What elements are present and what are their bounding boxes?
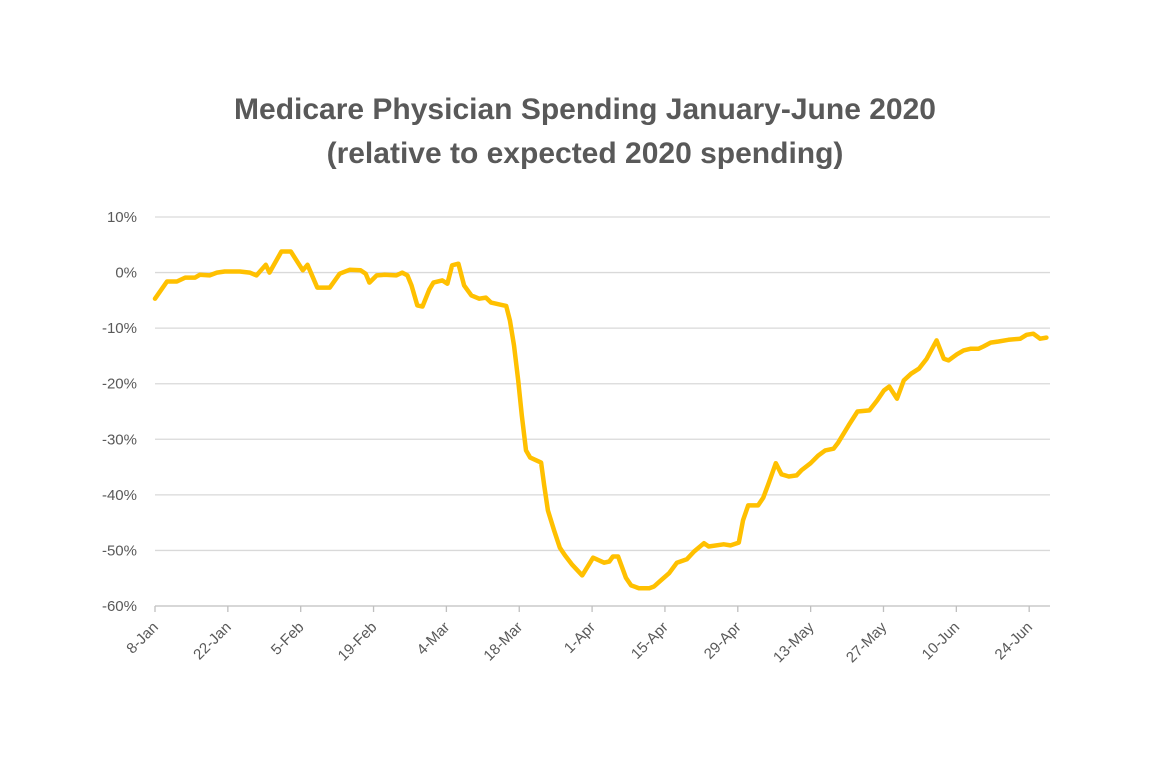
x-tick-label: 4-Mar [414,619,454,659]
y-tick-label: 10% [107,209,137,226]
chart-subtitle: (relative to expected 2020 spending) [326,137,844,170]
y-tick-label: -30% [102,431,137,448]
gridlines [155,216,1050,607]
x-tick-label: 5-Feb [268,619,308,659]
y-tick-label: -20% [102,376,137,393]
x-tick-label: 15-Apr [628,619,672,663]
x-tick-label: 10-Jun [919,619,963,663]
series-line [152,249,1049,591]
x-tick-label: 18-Mar [480,619,526,665]
x-tick-label: 22-Jan [190,619,234,663]
chart-title: Medicare Physician Spending January-June… [234,93,936,126]
y-tick-label: -40% [102,487,137,504]
x-tick-label: 1-Apr [561,619,599,657]
series-layer [152,249,1049,591]
y-tick-label: -50% [102,542,137,559]
x-tick-label: 27-May [843,618,891,666]
x-axis: 8-Jan 22-Jan 5-Feb 19-Feb 4-Mar 18-Mar 1-Apr 15… [123,606,1036,666]
y-tick-label: -60% [102,598,137,615]
x-tick-label: 29-Apr [701,619,745,663]
y-tick-label: 0% [115,265,137,282]
x-tick-label: 24-Jun [992,619,1036,663]
y-axis-ticks: 10% 0% -10% -20% -30% -40% -50% -60% [102,209,137,615]
chart-title-block: Medicare Physician Spending January-June… [0,88,1170,176]
y-tick-label: -10% [102,320,137,337]
x-tick-label: 13-May [770,618,818,666]
x-tick-label: 19-Feb [335,619,381,665]
x-tick-label: 8-Jan [123,619,162,658]
